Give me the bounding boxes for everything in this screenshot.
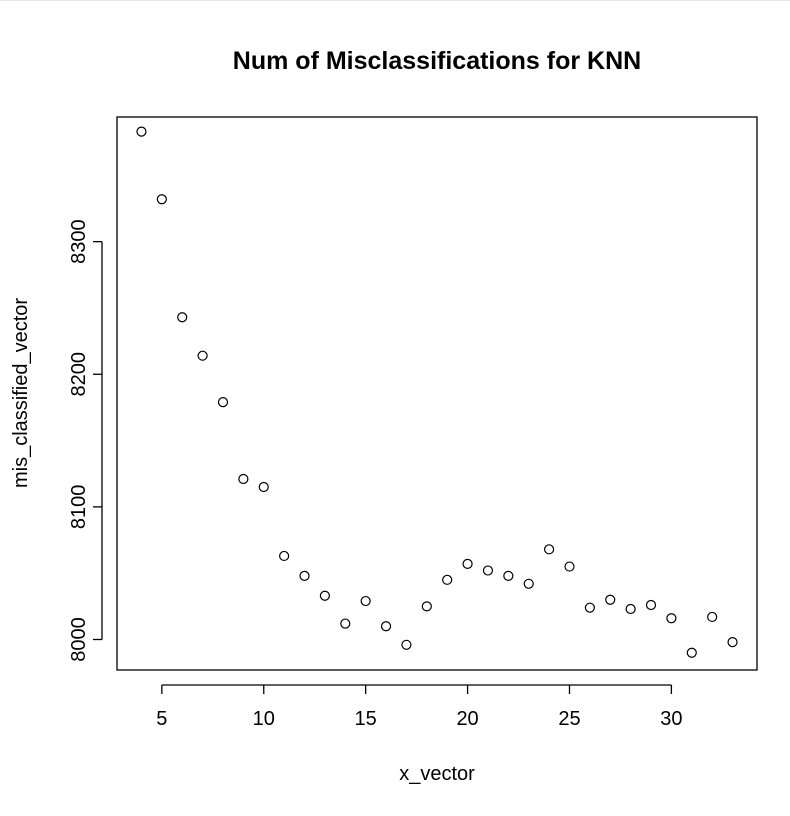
- y-tick-label: 8100: [68, 485, 90, 530]
- y-tick-label: 8200: [68, 352, 90, 397]
- x-tick-label: 20: [456, 708, 478, 730]
- data-point: [462, 558, 473, 570]
- data-point: [503, 570, 514, 581]
- y-axis: 8000 8100 8200 8300: [68, 219, 103, 662]
- x-tick-label: 10: [253, 708, 275, 730]
- y-tick-label: 8300: [68, 219, 90, 264]
- data-point: [584, 602, 595, 613]
- data-point: [177, 312, 188, 323]
- data-point: [442, 574, 453, 585]
- data-point: [217, 397, 229, 408]
- data-point: [279, 550, 290, 562]
- data-point: [523, 578, 534, 589]
- data-point: [197, 350, 208, 361]
- x-tick-label: 5: [156, 708, 167, 730]
- data-points: [136, 126, 738, 658]
- data-point: [544, 544, 555, 555]
- x-tick-label: 25: [558, 708, 580, 730]
- top-border: [0, 0, 790, 1]
- data-point: [258, 481, 269, 493]
- data-point: [645, 599, 657, 611]
- data-point: [564, 561, 575, 572]
- data-point: [707, 611, 718, 623]
- y-axis-label: mis_classified_vector: [10, 298, 32, 488]
- data-point: [727, 637, 738, 648]
- x-tick-label: 15: [355, 708, 377, 730]
- data-point: [360, 595, 371, 607]
- data-point: [156, 194, 167, 205]
- x-axis-label: x_vector: [399, 763, 475, 785]
- chart-title: Num of Misclassifications for KNN: [233, 47, 641, 75]
- data-point: [625, 603, 636, 615]
- plot-frame: [116, 116, 758, 671]
- x-axis: 5 10 15 20 25 30: [156, 684, 683, 730]
- data-point: [238, 473, 249, 485]
- data-point: [299, 570, 310, 581]
- data-point: [482, 565, 494, 576]
- x-tick-label: 30: [660, 708, 682, 730]
- data-point: [401, 639, 412, 650]
- data-point: [421, 601, 432, 612]
- data-point: [319, 590, 330, 601]
- data-point: [686, 647, 697, 658]
- data-point: [605, 594, 616, 605]
- data-point: [666, 613, 677, 624]
- y-tick-label: 8000: [68, 617, 90, 662]
- data-point: [380, 621, 392, 632]
- data-point: [340, 618, 351, 629]
- data-point: [136, 126, 147, 137]
